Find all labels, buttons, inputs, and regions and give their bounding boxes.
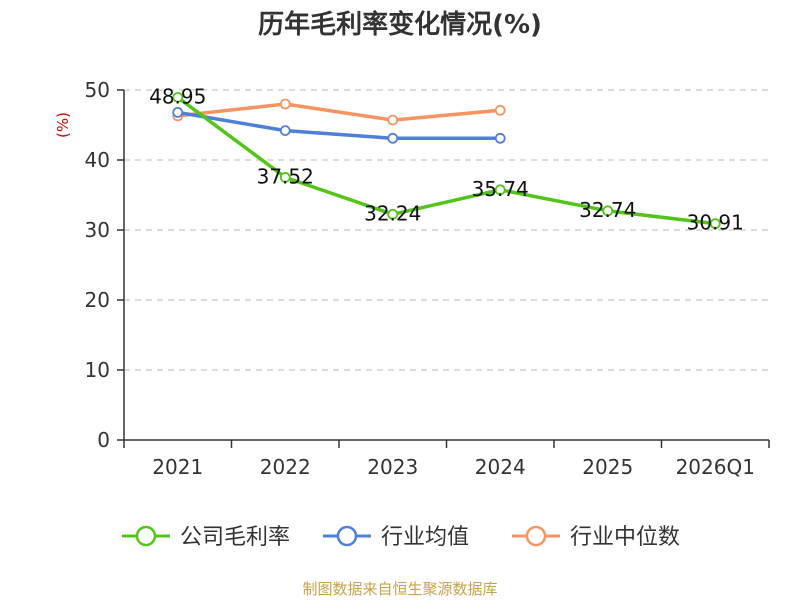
legend-swatch-marker — [135, 525, 157, 547]
y-tick-label: 20 — [85, 288, 110, 312]
series-line — [177, 110, 501, 141]
data-labels: 48.95 37.52 32.24 35.74 32.74 30.91 — [149, 84, 744, 234]
data-point — [279, 98, 291, 110]
legend: 公司毛利率 行业均值 行业中位数 — [122, 525, 680, 550]
x-tick-label: 2024 — [475, 455, 526, 479]
data-point — [279, 171, 291, 183]
data-label: 35.74 — [472, 177, 529, 201]
y-tick-label: 0 — [97, 428, 110, 452]
y-tick-label: 30 — [85, 218, 110, 242]
data-label: 32.74 — [579, 198, 636, 222]
chart-title: 历年毛利率变化情况(%) — [258, 10, 542, 40]
series-line — [177, 102, 501, 122]
data-point — [172, 91, 184, 103]
source-note: 制图数据来自恒生聚源数据库 — [302, 580, 498, 598]
data-point — [172, 107, 184, 118]
data-label: 30.91 — [687, 211, 744, 235]
series-line — [176, 95, 716, 226]
data-point — [494, 184, 506, 196]
data-point — [709, 218, 721, 230]
data-label: 48.95 — [149, 84, 206, 108]
legend-label: 行业均值 — [381, 525, 469, 550]
x-tick-label: 2026Q1 — [676, 455, 755, 479]
data-point — [387, 208, 399, 220]
data-point — [279, 125, 291, 137]
series-lines — [172, 91, 721, 230]
data-label: 37.52 — [257, 164, 314, 188]
data-point — [494, 132, 506, 144]
x-tick-label: 2021 — [152, 455, 203, 479]
legend-label: 行业中位数 — [570, 525, 680, 550]
data-point — [602, 205, 614, 217]
data-point — [494, 104, 506, 116]
legend-swatch-marker — [525, 525, 547, 547]
legend-label: 公司毛利率 — [180, 525, 290, 550]
legend-swatch-marker — [336, 525, 358, 547]
data-point — [387, 132, 399, 144]
data-label: 32.24 — [364, 201, 421, 225]
grid-lines — [124, 89, 769, 371]
y-tick-label: 10 — [85, 358, 110, 382]
x-tick-label: 2022 — [260, 455, 311, 479]
axes: 0 10 20 30 40 50 2021 2022 2023 2024 2025 2026Q1 (%) — [54, 78, 770, 479]
y-axis-label: (%) — [54, 112, 72, 138]
x-tick-label: 2023 — [367, 455, 418, 479]
y-tick-label: 50 — [85, 78, 110, 102]
data-point — [387, 114, 399, 126]
y-tick-label: 40 — [85, 148, 110, 172]
x-tick-label: 2025 — [582, 455, 633, 479]
